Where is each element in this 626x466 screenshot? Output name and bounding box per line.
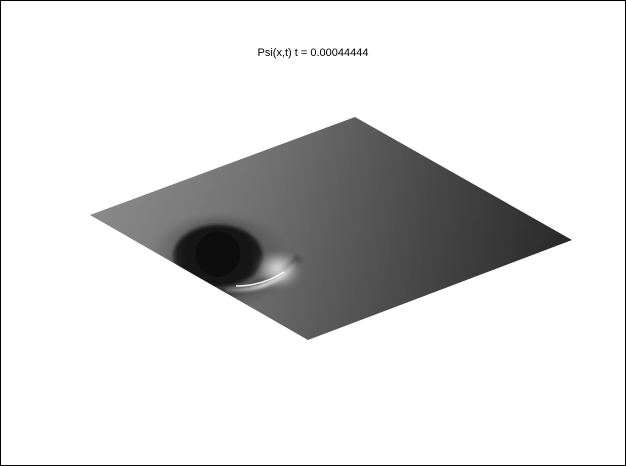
wave-ridge-highlight [225, 252, 306, 293]
surface-plane [90, 117, 572, 340]
plot-title: Psi(x,t) t = 0.00044444 [257, 47, 369, 59]
